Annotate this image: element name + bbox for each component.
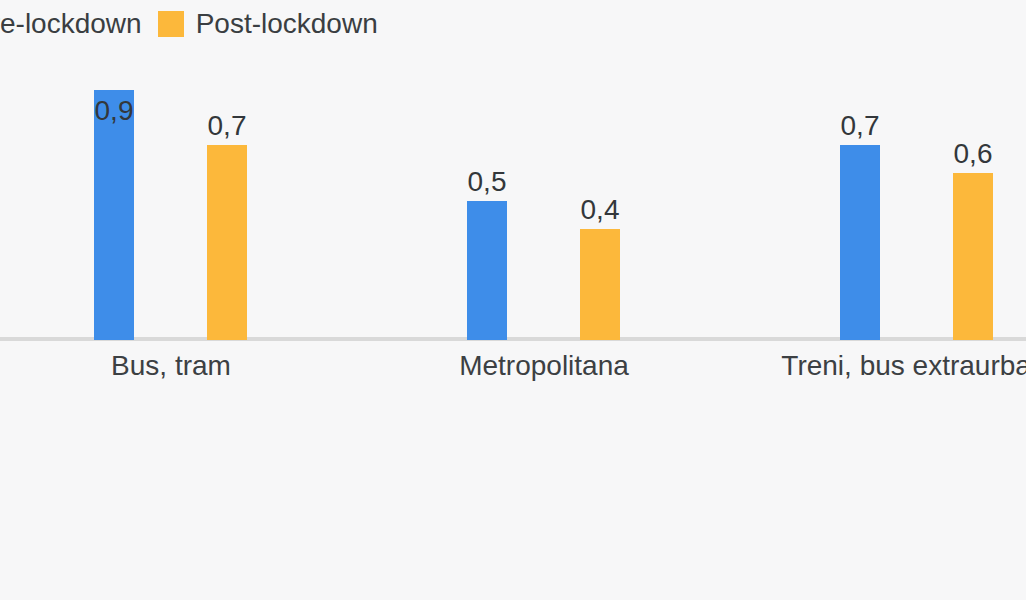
- chart-legend: Pre-lockdown Post-lockdown: [0, 9, 378, 39]
- value-label-post-lockdown-metropolitana: 0,4: [555, 195, 645, 225]
- category-label-metropolitana: Metropolitana: [334, 351, 754, 381]
- value-label-pre-lockdown-metropolitana: 0,5: [442, 167, 532, 197]
- value-label-post-lockdown-treni-bus-extraurbani: 0,6: [928, 139, 1018, 169]
- bar-post-lockdown-treni-bus-extraurbani: [953, 173, 993, 340]
- bar-pre-lockdown-bus-tram: [94, 90, 134, 340]
- value-label-pre-lockdown-bus-tram: 0,9: [69, 96, 159, 126]
- value-label-post-lockdown-bus-tram: 0,7: [182, 111, 272, 141]
- bar-pre-lockdown-treni-bus-extraurbani: [840, 145, 880, 340]
- bar-pre-lockdown-metropolitana: [467, 201, 507, 340]
- legend-label-post-lockdown: Post-lockdown: [196, 9, 378, 39]
- chart-canvas: 0,9 0,7 Bus, tram 0,5 0,4 Metropolitana 0,7 0,6…: [0, 0, 1026, 600]
- category-label-bus-tram: Bus, tram: [0, 351, 381, 381]
- category-label-treni-bus-extraurbani: Treni, bus extraurbani: [707, 351, 1026, 381]
- plot-area: 0,9 0,7 Bus, tram 0,5 0,4 Metropolitana 0,7 0,6…: [0, 0, 1026, 600]
- legend-item-post-lockdown: Post-lockdown: [158, 9, 378, 39]
- legend-swatch-post-lockdown-icon: [158, 11, 184, 37]
- bar-post-lockdown-bus-tram: [207, 145, 247, 340]
- legend-item-pre-lockdown: Pre-lockdown: [0, 9, 142, 39]
- value-label-pre-lockdown-treni-bus-extraurbani: 0,7: [815, 111, 905, 141]
- legend-label-pre-lockdown: Pre-lockdown: [0, 9, 142, 39]
- bar-post-lockdown-metropolitana: [580, 229, 620, 340]
